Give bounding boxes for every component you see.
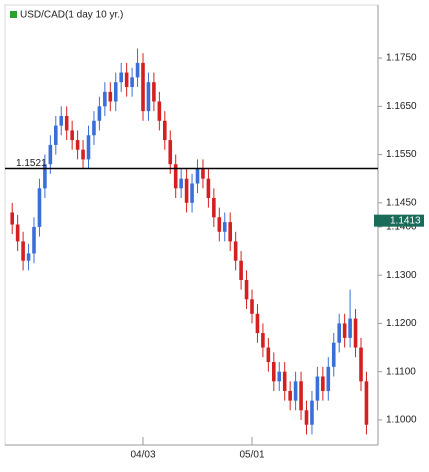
candle-body — [157, 101, 162, 121]
candle-body — [75, 140, 80, 150]
candle-body — [195, 169, 200, 184]
candle-body — [179, 178, 183, 189]
candle-body — [54, 125, 58, 145]
candle-body — [21, 241, 25, 261]
candle-body — [10, 212, 14, 225]
candle-body — [37, 188, 42, 227]
candle-body — [321, 376, 325, 391]
candle-body — [173, 164, 178, 189]
candle-body — [222, 222, 227, 232]
last-price-label: 1.1413 — [390, 215, 421, 226]
candle-body — [310, 400, 314, 425]
candle-body — [43, 164, 47, 189]
candle-body — [277, 371, 282, 382]
candle-body — [255, 313, 260, 334]
last-price-box — [374, 214, 424, 227]
candle-body — [315, 376, 320, 401]
y-tick-label: 1.1200 — [386, 318, 417, 329]
candle-body — [146, 82, 151, 112]
candle-body — [70, 130, 74, 141]
candle-body — [353, 318, 358, 348]
y-tick-label: 1.1550 — [386, 149, 417, 160]
y-tick-label: 1.1450 — [386, 197, 417, 208]
candle-body — [152, 82, 156, 102]
candle-body — [26, 253, 31, 261]
y-tick-label: 1.1300 — [386, 270, 417, 281]
candle-body — [250, 299, 254, 314]
candle-body — [124, 72, 129, 88]
candle-body — [184, 178, 189, 203]
candle-body — [206, 178, 211, 198]
candle-body — [168, 140, 173, 165]
candle-body — [326, 366, 331, 391]
candle-body — [108, 91, 113, 102]
legend-swatch — [10, 11, 17, 18]
candle-body — [32, 226, 36, 254]
candle-body — [163, 120, 167, 141]
candle-body — [348, 318, 352, 338]
candle-body — [113, 82, 118, 102]
candle-body — [261, 333, 265, 348]
candle-body — [92, 120, 96, 136]
candle-body — [64, 115, 69, 131]
candle-body — [244, 280, 249, 300]
candle-body — [293, 381, 298, 401]
reference-label: 1.1521 — [16, 158, 47, 169]
candle-body — [299, 381, 303, 411]
candle-body — [266, 347, 271, 363]
candle-body — [135, 62, 140, 78]
candle-body — [97, 106, 102, 121]
candle-body — [364, 381, 369, 425]
candle-body — [331, 342, 336, 367]
candle-body — [359, 347, 363, 382]
candle-body — [59, 115, 64, 126]
y-tick-label: 1.1650 — [386, 101, 417, 112]
candle-body — [337, 323, 341, 343]
y-tick-label: 1.1100 — [386, 366, 416, 377]
candle-body — [228, 222, 232, 242]
legend-label: USD/CAD(1 day 10 yr.) — [20, 10, 123, 21]
y-tick-label: 1.1000 — [386, 415, 417, 426]
candle-body — [141, 62, 145, 112]
candle-body — [103, 91, 107, 107]
y-tick-label: 1.1400 — [386, 222, 417, 233]
candle-body — [119, 72, 123, 83]
candle-body — [272, 362, 276, 382]
candle-body — [304, 410, 309, 425]
candle-body — [282, 371, 287, 391]
candle-body — [217, 217, 222, 232]
x-tick-label: 04/03 — [130, 450, 155, 461]
candle-body — [288, 390, 292, 401]
candle-body — [212, 197, 216, 218]
candle-body — [201, 169, 205, 179]
x-tick-label: 05/01 — [239, 450, 264, 461]
plot-area — [4, 4, 379, 446]
candle-body — [48, 144, 53, 165]
candle-body — [239, 260, 243, 280]
y-tick-label: 1.1750 — [386, 53, 417, 64]
candle-body — [190, 183, 194, 203]
candle-body — [86, 135, 91, 160]
candle-body — [233, 241, 238, 261]
candle-body — [342, 323, 347, 338]
candle-body — [15, 224, 20, 242]
candle-body — [130, 77, 134, 88]
candle-body — [81, 149, 85, 160]
